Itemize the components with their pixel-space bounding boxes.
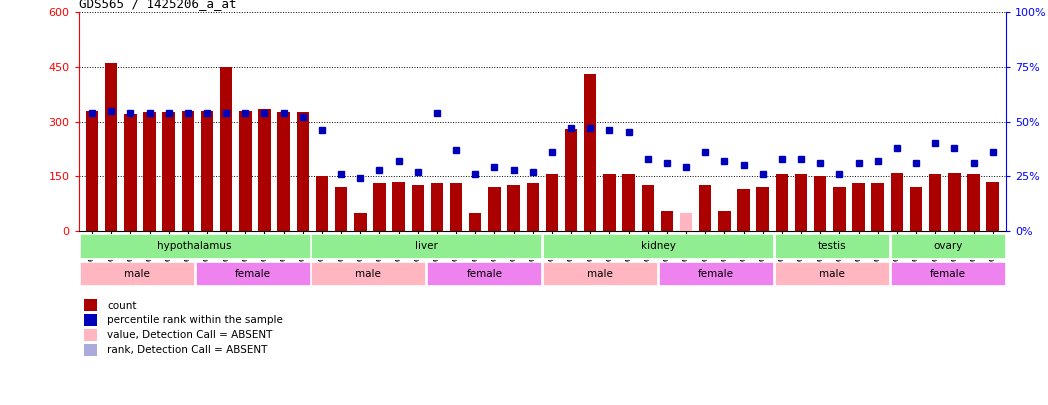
Text: liver: liver [415, 241, 438, 251]
Text: male: male [587, 269, 613, 279]
Text: percentile rank within the sample: percentile rank within the sample [107, 315, 283, 326]
Bar [604, 175, 615, 231]
Bar [565, 129, 577, 231]
Bar [872, 183, 883, 231]
Bar [162, 113, 175, 231]
Bar [354, 213, 367, 231]
Bar [315, 176, 328, 231]
Bar [718, 211, 730, 231]
Bar [967, 175, 980, 231]
Text: rank, Detection Call = ABSENT: rank, Detection Call = ABSENT [107, 345, 268, 355]
Bar [776, 262, 889, 286]
Text: value, Detection Call = ABSENT: value, Detection Call = ABSENT [107, 330, 272, 340]
Bar [80, 234, 309, 258]
Bar [311, 234, 542, 258]
Bar [659, 262, 773, 286]
Bar [910, 187, 922, 231]
Bar [680, 213, 693, 231]
Text: kidney: kidney [640, 241, 676, 251]
Bar [181, 111, 194, 231]
Bar [833, 187, 846, 231]
Bar [699, 185, 712, 231]
Bar [196, 262, 309, 286]
Bar [86, 111, 99, 231]
Text: hypothalamus: hypothalamus [157, 241, 232, 251]
Bar [470, 213, 481, 231]
Text: female: female [235, 269, 270, 279]
Bar [507, 185, 520, 231]
Text: male: male [124, 269, 150, 279]
Text: female: female [466, 269, 502, 279]
Bar [584, 74, 596, 231]
Bar [526, 183, 539, 231]
Bar [258, 109, 270, 231]
Bar [757, 187, 769, 231]
Bar [239, 111, 252, 231]
Text: testis: testis [817, 241, 847, 251]
Bar [84, 329, 96, 341]
Bar [80, 262, 194, 286]
Bar [891, 262, 1005, 286]
Bar [105, 63, 117, 231]
Text: male: male [820, 269, 845, 279]
Bar [431, 183, 443, 231]
Bar [373, 183, 386, 231]
Bar [428, 262, 542, 286]
Bar [220, 67, 233, 231]
Bar [124, 114, 136, 231]
Bar [450, 183, 462, 231]
Bar [852, 183, 865, 231]
Bar [297, 113, 309, 231]
Bar [891, 173, 903, 231]
Bar [546, 175, 559, 231]
Bar [412, 185, 424, 231]
Bar [392, 181, 405, 231]
Bar [641, 185, 654, 231]
Bar [84, 299, 96, 311]
Bar [543, 262, 657, 286]
Text: ovary: ovary [934, 241, 963, 251]
Bar [738, 189, 749, 231]
Bar [948, 173, 961, 231]
Bar [986, 181, 999, 231]
Bar [660, 211, 673, 231]
Bar [278, 113, 290, 231]
Bar [84, 344, 96, 356]
Bar [311, 262, 425, 286]
Bar [201, 111, 213, 231]
Bar [488, 187, 501, 231]
Bar [814, 176, 827, 231]
Bar [776, 175, 788, 231]
Bar [776, 234, 889, 258]
Text: count: count [107, 301, 137, 311]
Text: female: female [698, 269, 735, 279]
Bar [144, 113, 156, 231]
Bar [543, 234, 773, 258]
Bar [929, 175, 941, 231]
Text: male: male [355, 269, 381, 279]
Bar [623, 175, 635, 231]
Bar [335, 187, 347, 231]
Bar [794, 175, 807, 231]
Text: GDS565 / 1425206_a_at: GDS565 / 1425206_a_at [79, 0, 236, 10]
Text: female: female [931, 269, 966, 279]
Bar [891, 234, 1005, 258]
Bar [84, 314, 96, 326]
